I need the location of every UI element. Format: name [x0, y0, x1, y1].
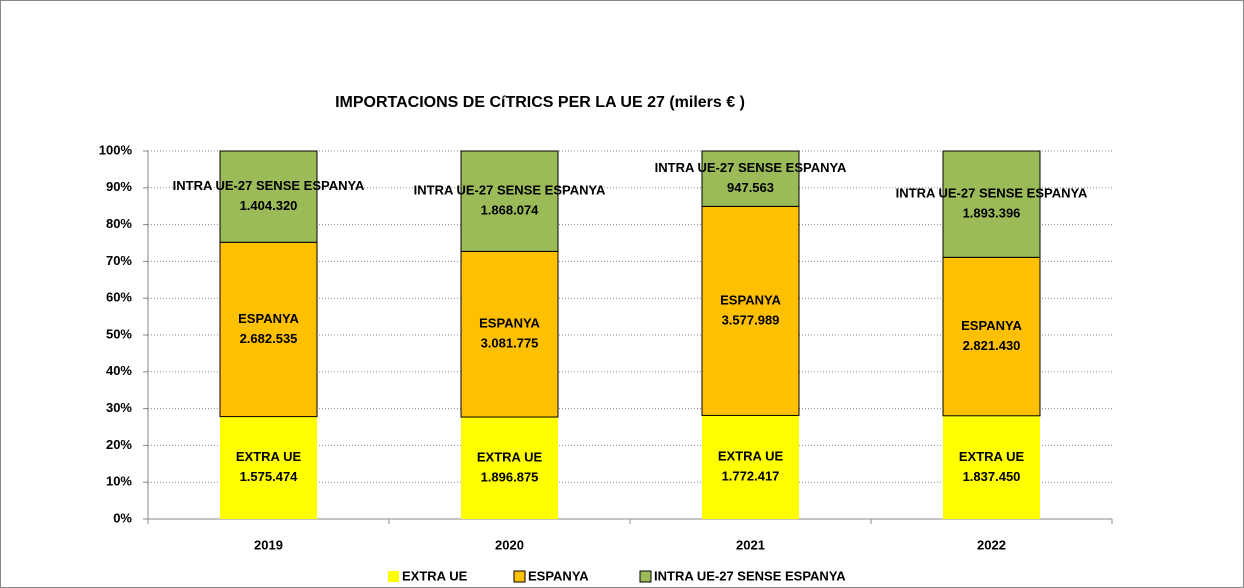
data-label: 3.081.775 [481, 336, 539, 351]
x-tick-label: 2020 [495, 537, 524, 552]
segment-name-label: INTRA UE-27 SENSE ESPANYA [896, 186, 1088, 201]
bar-segment [942, 150, 1041, 258]
segment-name-label: EXTRA UE [959, 449, 1025, 464]
y-tick-label: 0% [113, 510, 132, 525]
segment-name-label: EXTRA UE [477, 449, 543, 464]
segment-name-label: ESPANYA [720, 292, 781, 307]
data-label: 2.682.535 [240, 331, 298, 346]
y-tick-label: 90% [106, 179, 132, 194]
segment-name-label: INTRA UE-27 SENSE ESPANYA [655, 160, 847, 175]
y-tick-label: 60% [106, 290, 132, 305]
data-label: 1.837.450 [963, 469, 1021, 484]
x-tick-label: 2022 [977, 537, 1006, 552]
bar-segment [220, 416, 317, 519]
segment-name-label: INTRA UE-27 SENSE ESPANYA [414, 183, 606, 198]
segment-name-label: ESPANYA [238, 311, 299, 326]
bar-segment [460, 250, 559, 418]
segment-name-label: EXTRA UE [718, 449, 784, 464]
y-tick-label: 20% [106, 437, 132, 452]
y-tick-label: 10% [106, 474, 132, 489]
segment-name-label: EXTRA UE [236, 449, 302, 464]
x-tick-label: 2021 [736, 537, 765, 552]
data-label: 1.772.417 [722, 469, 780, 484]
bar-segment [219, 241, 318, 418]
legend-label: EXTRA UE [402, 568, 468, 583]
data-label: 1.893.396 [963, 206, 1021, 221]
bar-segment [702, 415, 799, 519]
y-tick-label: 50% [106, 326, 132, 341]
legend-swatch [388, 571, 399, 582]
data-label: 947.563 [727, 180, 774, 195]
bar-segment [943, 415, 1040, 519]
legend-swatch [513, 570, 526, 583]
legend-label: ESPANYA [528, 568, 589, 583]
segment-name-label: INTRA UE-27 SENSE ESPANYA [173, 178, 365, 193]
segment-name-label: ESPANYA [961, 318, 1022, 333]
y-tick-label: 70% [106, 253, 132, 268]
y-tick-label: 30% [106, 400, 132, 415]
data-label: 3.577.989 [722, 312, 780, 327]
data-label: 1.868.074 [481, 203, 540, 218]
chart-title: IMPORTACIONS DE CíTRICS PER LA UE 27 (mi… [335, 94, 745, 111]
bar-segment [942, 256, 1041, 417]
bar-segment [460, 150, 559, 252]
data-label: 1.575.474 [240, 469, 299, 484]
y-tick-label: 80% [106, 216, 132, 231]
x-tick-label: 2019 [254, 537, 283, 552]
data-label: 1.404.320 [240, 198, 298, 213]
legend-swatch [639, 570, 652, 583]
bar-segment [701, 205, 800, 416]
y-tick-label: 40% [106, 363, 132, 378]
data-label: 2.821.430 [963, 338, 1021, 353]
data-label: 1.896.875 [481, 469, 539, 484]
segment-name-label: ESPANYA [479, 316, 540, 331]
legend-label: INTRA UE-27 SENSE ESPANYA [654, 568, 846, 583]
bar-segment [701, 150, 800, 207]
bar-segment [461, 417, 558, 519]
y-tick-label: 100% [99, 142, 133, 157]
bar-segment [219, 150, 318, 243]
